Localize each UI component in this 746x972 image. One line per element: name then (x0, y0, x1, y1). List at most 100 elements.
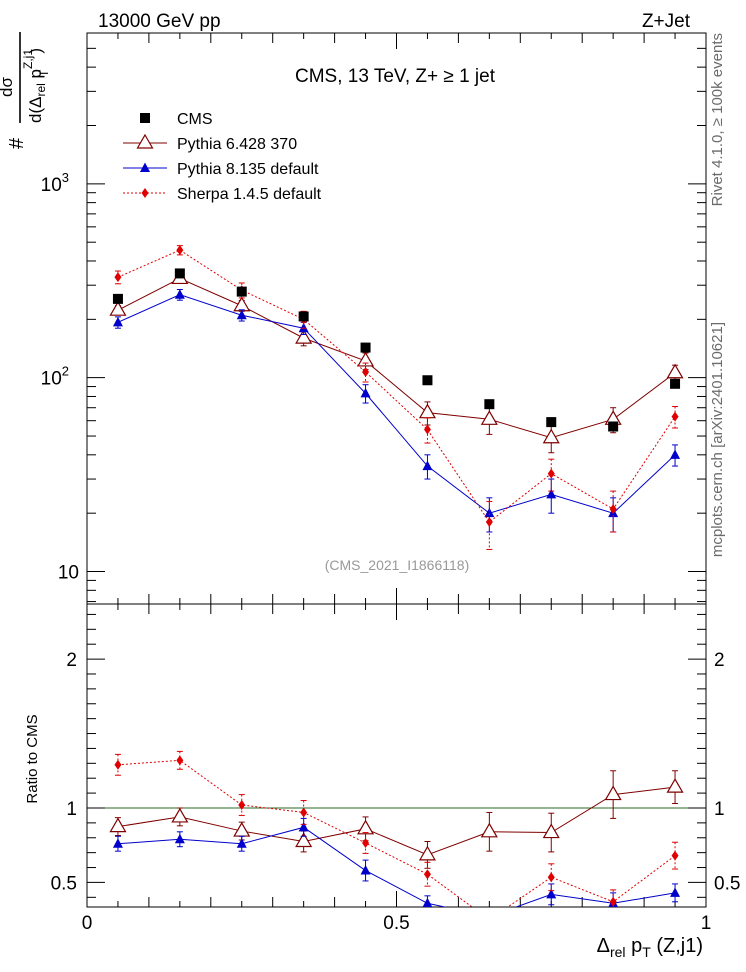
ratio-point-sherpa (362, 837, 370, 848)
main-y-tick-label: 103 (41, 170, 69, 196)
ratio-point-sherpa (114, 759, 122, 770)
ratio-y-tick-label: 0.5 (51, 873, 77, 894)
ratio-point-sherpa (300, 807, 308, 818)
ratio-line-pythia6 (117, 786, 676, 856)
main-point-pythia6 (418, 403, 436, 419)
ratio-series-sherpa (114, 750, 679, 925)
legend-marker-cms (140, 113, 150, 123)
main-y-tick-exp: 2 (62, 364, 69, 379)
main-point-pythia6 (233, 296, 251, 312)
main-line-pythia8 (117, 294, 676, 514)
main-point-sherpa (176, 245, 184, 256)
main-point-sherpa (114, 272, 122, 283)
ratio-point-pythia6 (604, 785, 622, 801)
legend: CMS Pythia 6.428 370 Pythia 8.135 default S… (123, 111, 322, 203)
legend-label-sherpa: Sherpa 1.4.5 default (177, 186, 322, 203)
x-label-delta: Δ (597, 935, 610, 957)
header-right: Z+Jet (642, 11, 691, 32)
main-point-pythia8 (112, 316, 123, 327)
y-label-den-prefix: d(Δ (26, 97, 45, 123)
ratio-point-pythia6 (357, 819, 375, 835)
main-point-cms (174, 268, 185, 279)
ratio-point-pythia6 (171, 807, 189, 823)
main-point-pythia6 (109, 300, 127, 316)
main-point-sherpa (609, 504, 617, 515)
ratio-point-pythia8 (174, 833, 185, 844)
ratio-point-pythia8 (546, 888, 557, 899)
ratio-point-pythia8 (298, 821, 309, 832)
main-y-tick-exp: 3 (62, 170, 69, 185)
x-label-subT: T (642, 944, 651, 960)
y-axis-label-main: # dσ d(Δrel pZ,j1T) (0, 32, 51, 149)
x-label-p: p (626, 935, 643, 957)
main-point-cms (670, 378, 681, 389)
main-point-sherpa (671, 411, 679, 422)
ratio-series-pythia8 (112, 817, 681, 921)
main-point-pythia8 (174, 289, 185, 299)
main-data-series (109, 245, 684, 550)
ratio-axis-ticks: 0.5 0.51 12 20 0.5 1 (51, 604, 740, 934)
main-point-sherpa (423, 424, 431, 435)
main-point-pythia8 (236, 309, 247, 320)
y-label-den-suffix: ) (26, 48, 45, 54)
main-point-pythia6 (357, 351, 375, 367)
main-point-cms (484, 399, 495, 410)
legend-label-pythia6: Pythia 6.428 370 (177, 136, 297, 153)
ratio-point-pythia8 (360, 865, 371, 875)
ratio-y-tick-label: 1 (66, 799, 77, 820)
y-label-hash: # (6, 137, 28, 149)
ratio-point-pythia6 (295, 832, 313, 848)
x-tick-label: 1 (701, 913, 712, 934)
main-y-tick-base: 10 (41, 175, 62, 196)
ratio-axis-label: Ratio to CMS (24, 714, 41, 803)
ratio-point-sherpa (609, 896, 617, 907)
ratio-point-pythia6 (542, 823, 560, 839)
y-label-den-sub: rel (34, 83, 48, 96)
main-point-cms (360, 342, 371, 353)
main-point-pythia8 (484, 507, 495, 518)
main-point-pythia6 (542, 428, 560, 444)
legend-marker-pythia8 (140, 162, 150, 172)
main-point-pythia6 (480, 410, 498, 425)
main-point-cms (608, 421, 619, 432)
ratio-y-tick-label-right: 2 (714, 650, 725, 671)
main-point-cms (112, 293, 123, 304)
ratio-y-tick-label: 2 (66, 650, 77, 671)
ratio-y-tick-label-right: 0.5 (714, 873, 740, 894)
ratio-point-pythia6 (666, 777, 684, 793)
x-label-rest: (Z,j1) (651, 935, 703, 957)
main-point-cms (298, 311, 309, 322)
main-y-tick-base: 10 (58, 563, 79, 584)
analysis-id: (CMS_2021_I1866118) (325, 557, 470, 573)
side-label-top: Rivet 4.1.0, ≥ 100k events (709, 33, 726, 206)
ratio-point-pythia8 (670, 887, 681, 897)
ratio-y-tick-label-right: 1 (714, 799, 725, 820)
x-label-sub: rel (610, 944, 626, 960)
ratio-line-pythia8 (117, 826, 676, 907)
main-series-pythia8 (112, 289, 681, 533)
ratio-point-sherpa (423, 869, 431, 880)
main-point-cms (422, 375, 433, 386)
legend-label-cms: CMS (177, 111, 213, 128)
ratio-point-pythia8 (236, 838, 247, 848)
ratio-point-pythia6 (480, 822, 498, 838)
ratio-point-pythia8 (484, 911, 494, 921)
main-series-cms (112, 268, 681, 432)
ratio-point-sherpa (547, 872, 555, 883)
main-line-sherpa (117, 249, 676, 523)
ratio-series-pythia6 (109, 770, 684, 869)
ratio-line-sherpa (117, 759, 676, 907)
y-label-den-subT: T (37, 69, 51, 77)
x-tick-label: 0.5 (383, 913, 409, 934)
y-label-denominator: d(Δrel pZ,j1T) (21, 48, 51, 123)
x-axis-label: Δrel pT (Z,j1) (597, 935, 703, 960)
ratio-data-series (109, 750, 684, 925)
ratio-point-sherpa (486, 915, 493, 925)
ratio-point-sherpa (238, 800, 246, 811)
main-point-sherpa (362, 366, 370, 377)
ratio-point-pythia6 (418, 845, 436, 861)
main-point-pythia8 (546, 488, 557, 499)
main-point-pythia6 (666, 363, 684, 379)
